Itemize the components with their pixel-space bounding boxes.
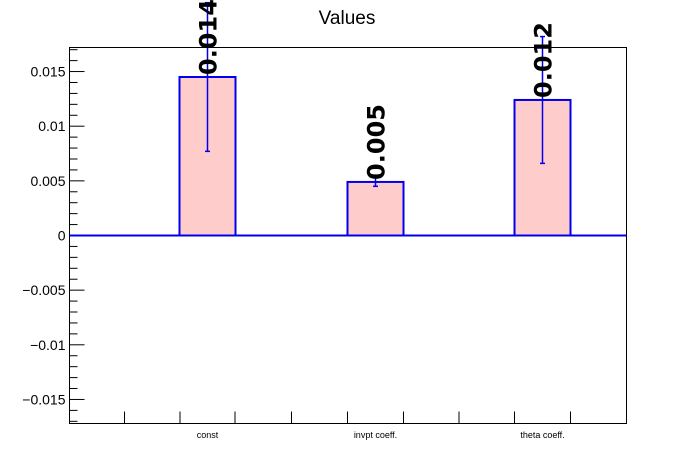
bar-value-label: 0.005 [363,104,391,180]
x-category-label: invpt coeff. [354,430,397,440]
x-category-label: const [197,430,219,440]
y-axis: −0.015 −0.01 −0.005 0 0.005 0.01 0.015 [22,49,85,422]
y-tick-label: −0.005 [22,282,65,298]
y-tick-label: −0.015 [22,391,65,407]
y-tick-label: 0.015 [30,64,65,80]
bar-value-label: 0.012 [530,22,558,98]
y-tick-label: −0.01 [30,337,66,353]
y-tick-label: 0.01 [38,118,65,134]
error-bar [205,1,210,153]
y-tick-label: 0.005 [30,173,65,189]
error-bar [540,35,545,165]
chart-title: Values [319,8,376,29]
data-labels: 0.014 0.005 0.012 [195,0,558,180]
x-category-label: theta coeff. [520,430,564,440]
bar [346,180,405,237]
error-bar [373,176,378,188]
y-tick-label: 0 [58,228,66,244]
bar-value-label: 0.014 [195,0,223,75]
error-bars [205,1,545,188]
x-axis: const invpt coeff. theta coeff. [124,411,571,440]
